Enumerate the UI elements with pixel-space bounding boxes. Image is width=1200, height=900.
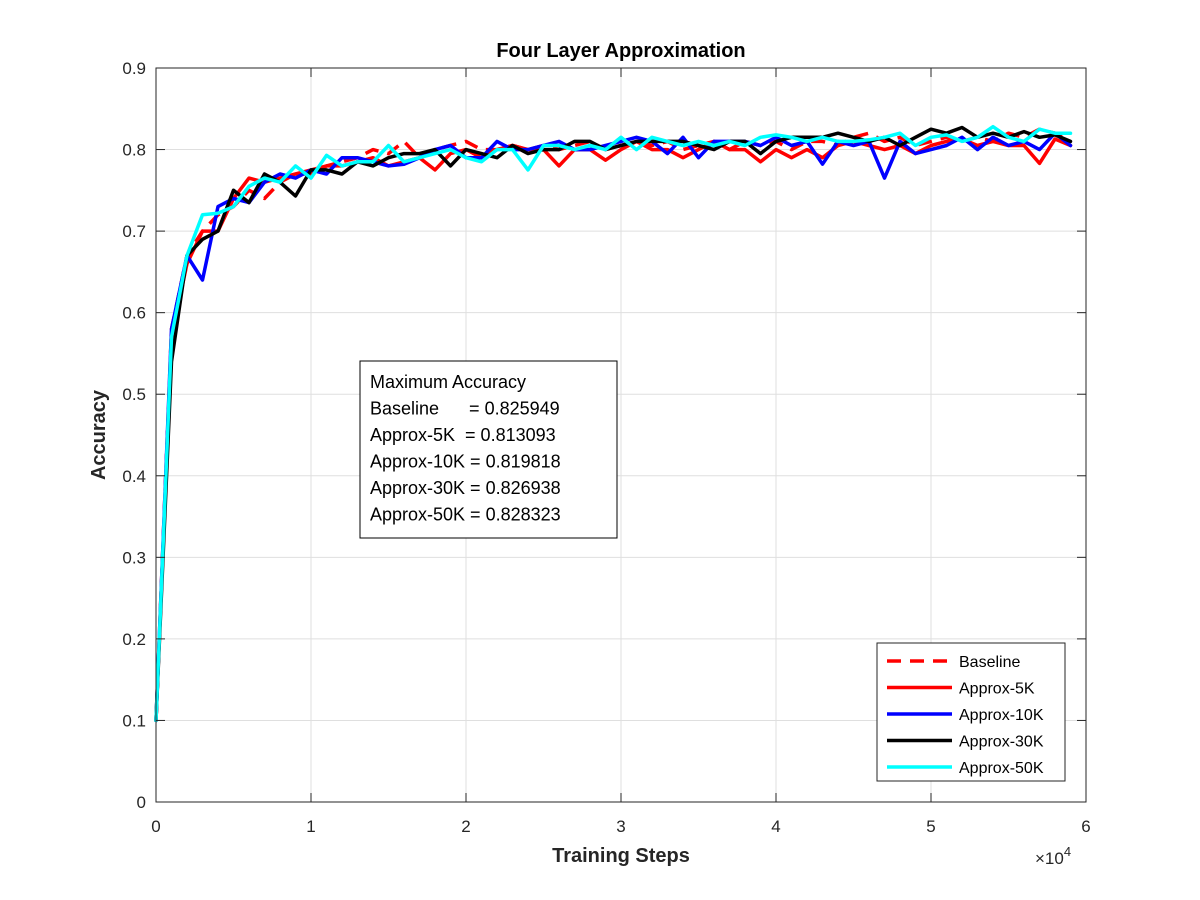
y-tick-label: 0.5 bbox=[122, 385, 146, 404]
y-tick-label: 0 bbox=[137, 793, 146, 812]
y-tick-label: 0.8 bbox=[122, 141, 146, 160]
series-layer bbox=[154, 124, 1073, 723]
x-axis-title: Training Steps bbox=[552, 845, 690, 867]
x-tick-label: 4 bbox=[771, 817, 780, 836]
x-tick-label: 6 bbox=[1081, 817, 1090, 836]
annotation-line: Maximum Accuracy bbox=[370, 372, 526, 392]
annotation-border bbox=[359, 360, 618, 539]
y-tick-label: 0.1 bbox=[122, 711, 146, 730]
y-tick-label: 0.3 bbox=[122, 548, 146, 567]
x-tick-label: 5 bbox=[926, 817, 935, 836]
annotation-line: Approx-30K = 0.826938 bbox=[370, 478, 561, 498]
annotation-line: Approx-50K = 0.828323 bbox=[370, 505, 561, 525]
x-tick-label: 0 bbox=[151, 817, 160, 836]
legend-label: Baseline bbox=[959, 654, 1020, 671]
legend-label: Approx-50K bbox=[959, 760, 1044, 777]
svg-text:×104: ×104 bbox=[1035, 844, 1071, 868]
y-tick-label: 0.9 bbox=[122, 59, 146, 78]
series-line-approx-50k bbox=[154, 124, 1073, 723]
y-axis-title: Accuracy bbox=[88, 389, 110, 480]
y-tick-label: 0.7 bbox=[122, 222, 146, 241]
legend: Baseline Approx-5K Approx-10K Approx-30K App… bbox=[876, 642, 1066, 782]
y-tick-label: 0.2 bbox=[122, 630, 146, 649]
ticks: 0 1 2 3 4 5 6 0 0.1 0.2 0.3 0.4 0.5 0.6 0.7 0.8 0.9 bbox=[122, 59, 1090, 836]
legend-label: Approx-10K bbox=[959, 707, 1044, 724]
annotation-line: Approx-5K = 0.813093 bbox=[370, 425, 556, 445]
x-exponent-label: ×104 bbox=[1035, 844, 1071, 868]
y-tick-label: 0.6 bbox=[122, 304, 146, 323]
x-tick-label: 2 bbox=[461, 817, 470, 836]
x-exponent-power: 4 bbox=[1064, 844, 1071, 859]
annotation-line: Baseline = 0.825949 bbox=[370, 399, 560, 419]
annotation-line: Approx-10K = 0.819818 bbox=[370, 452, 561, 472]
x-tick-label: 1 bbox=[306, 817, 315, 836]
y-tick-label: 0.4 bbox=[122, 467, 146, 486]
x-exponent-base: ×10 bbox=[1035, 849, 1064, 868]
annotation-box: Maximum Accuracy Baseline = 0.825949 Appro… bbox=[359, 360, 618, 539]
grid bbox=[156, 68, 1086, 802]
chart-title: Four Layer Approximation bbox=[496, 40, 745, 62]
x-tick-label: 3 bbox=[616, 817, 625, 836]
legend-label: Approx-5K bbox=[959, 681, 1035, 698]
legend-label: Approx-30K bbox=[959, 734, 1044, 751]
legend-border bbox=[876, 642, 1066, 782]
